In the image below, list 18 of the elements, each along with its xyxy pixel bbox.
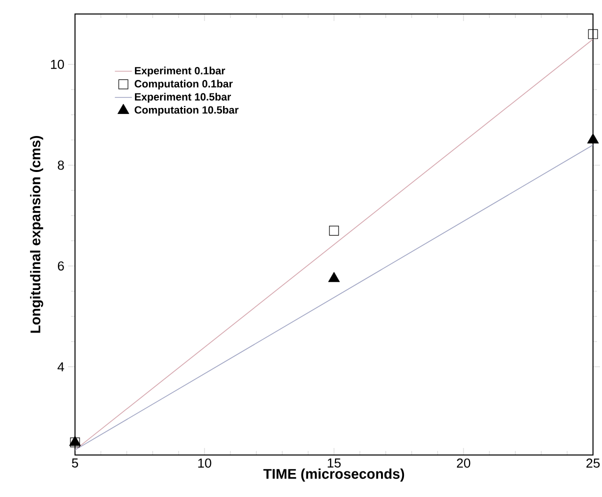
legend-label: Experiment 10.5bar — [134, 92, 231, 103]
x-tick-label: 15 — [328, 458, 341, 468]
point — [328, 272, 340, 282]
y-tick-label: 10 — [51, 60, 64, 69]
point — [329, 226, 339, 236]
x-tick-label: 20 — [456, 458, 470, 468]
legend-label: Experiment 0.1bar — [134, 66, 226, 76]
legend-label: Computation 10.5bar — [134, 106, 239, 116]
x-axis-title: TIME (microseconds) — [263, 468, 404, 482]
y-tick-label: 6 — [58, 261, 64, 271]
y-tick-label: 4 — [58, 362, 64, 372]
point — [588, 29, 598, 40]
legend-label: Computation 0.1bar — [134, 80, 233, 90]
x-tick-label: 10 — [198, 458, 212, 468]
x-tick-label: 5 — [72, 458, 78, 468]
x-tick-label: 25 — [586, 458, 600, 468]
y-axis-title: Longitudinal expansion (cms) — [30, 136, 44, 333]
y-tick-label: 8 — [58, 160, 64, 170]
